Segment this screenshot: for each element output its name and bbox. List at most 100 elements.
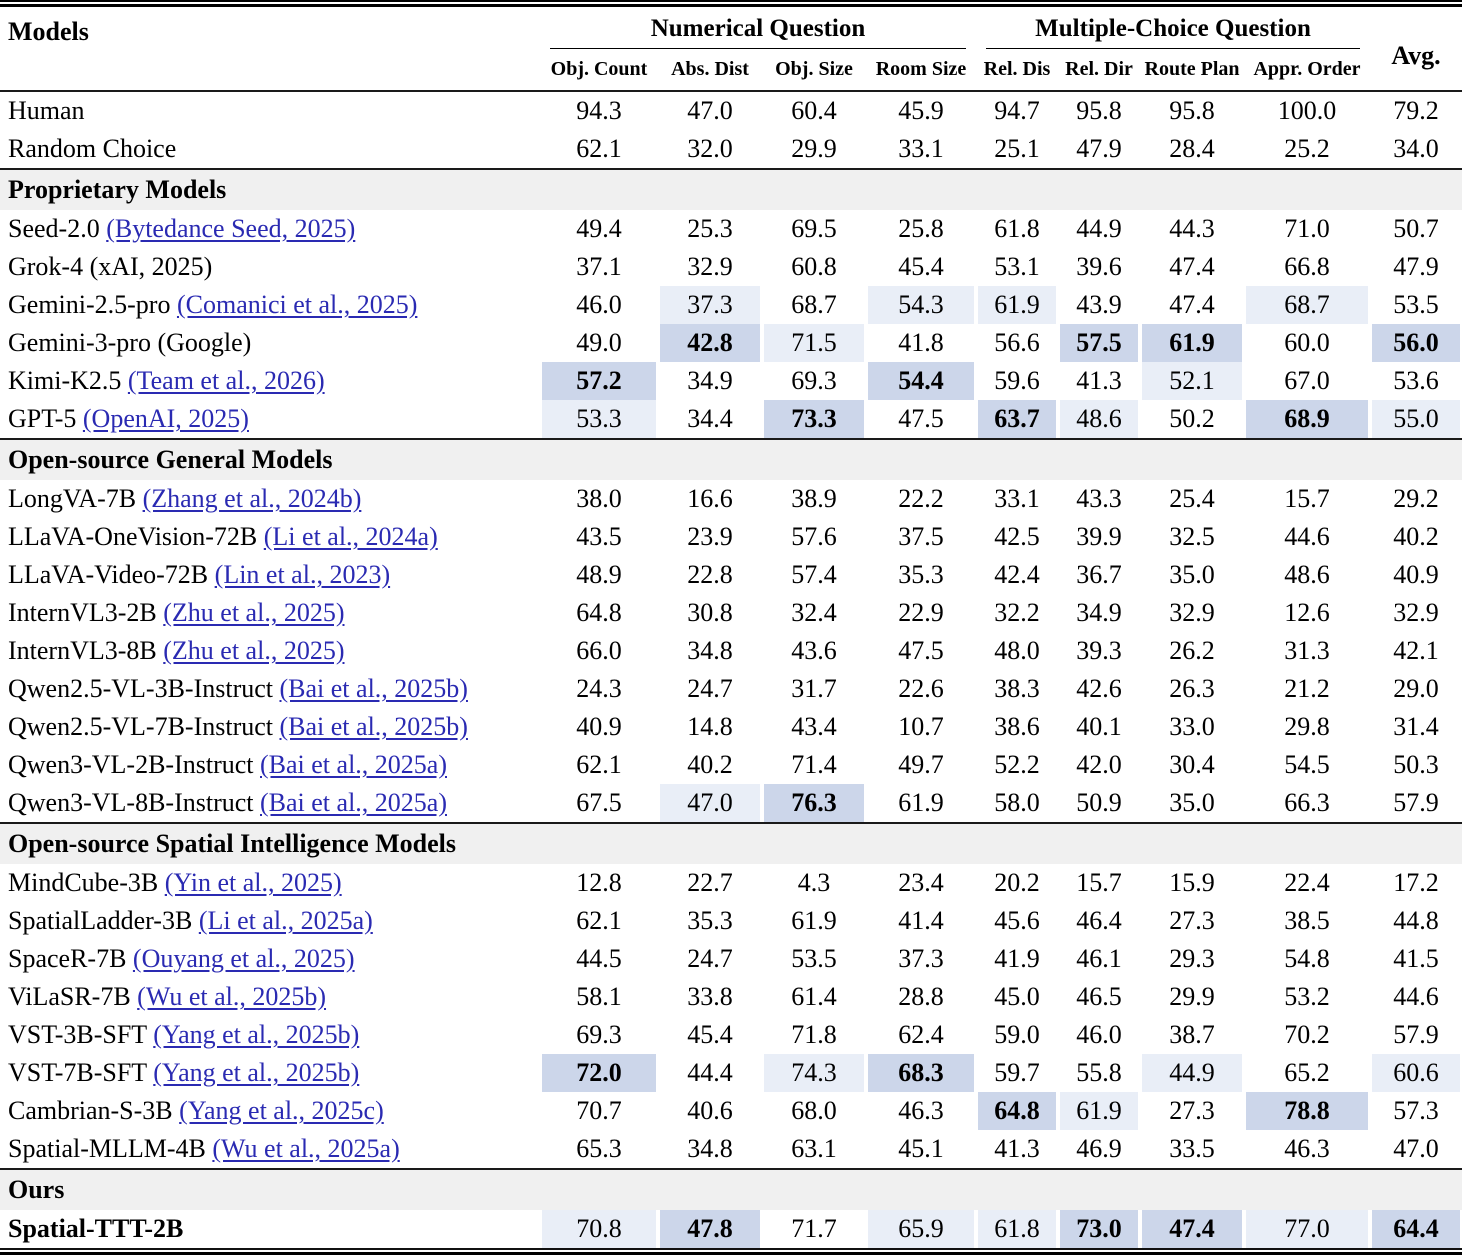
score-cell: 71.4: [791, 750, 837, 779]
score-cell: 49.7: [898, 750, 944, 779]
score-cell: 45.0: [994, 982, 1040, 1011]
score-cell: 57.3: [1393, 1096, 1439, 1125]
model-name: Cambrian-S-3B: [8, 1096, 173, 1125]
table-row: Qwen2.5-VL-3B-Instruct (Bai et al., 2025…: [0, 670, 1462, 708]
score-cell: 54.8: [1284, 944, 1330, 973]
score-cell: 44.6: [1393, 982, 1439, 1011]
score-cell: 48.0: [994, 636, 1040, 665]
citation-link[interactable]: (Lin et al., 2023): [214, 560, 391, 589]
model-cell: SpatialLadder-3B (Li et al., 2025a): [0, 902, 540, 940]
score-cell: 69.3: [791, 366, 837, 395]
score-cell: 29.3: [1169, 944, 1215, 973]
score-cell: 33.0: [1169, 712, 1215, 741]
score-cell: 62.1: [576, 134, 622, 163]
citation-link[interactable]: (Bai et al., 2025a): [260, 750, 447, 779]
score-cell: 30.4: [1169, 750, 1215, 779]
section-header-row: Ours: [0, 1168, 1462, 1210]
score-cell: 59.0: [994, 1020, 1040, 1049]
citation-link[interactable]: (Bai et al., 2025b): [279, 674, 468, 703]
citation-link[interactable]: (OpenAI, 2025): [82, 404, 249, 433]
model-name: Qwen3-VL-8B-Instruct: [8, 788, 254, 817]
score-cell: 40.9: [576, 712, 622, 741]
score-cell: 44.5: [576, 944, 622, 973]
score-cell: 43.5: [576, 522, 622, 551]
score-cell: 65.2: [1284, 1058, 1330, 1087]
score-cell: 47.4: [1169, 252, 1215, 281]
results-table: Models Numerical Question Multiple-Choic…: [0, 7, 1462, 1248]
score-cell: 40.1: [1076, 712, 1122, 741]
section-title: Open-source General Models: [0, 438, 1462, 480]
score-cell: 63.1: [791, 1134, 837, 1163]
score-cell: 71.0: [1284, 214, 1330, 243]
score-cell: 45.9: [898, 96, 944, 125]
score-cell: 57.5: [1058, 324, 1140, 362]
model-cell: Qwen3-VL-8B-Instruct (Bai et al., 2025a): [0, 784, 540, 822]
citation-link[interactable]: (Yin et al., 2025): [164, 868, 342, 897]
models-column-header: Models: [0, 7, 540, 92]
score-cell: 65.3: [576, 1134, 622, 1163]
section-header-row: Proprietary Models: [0, 168, 1462, 210]
citation-link[interactable]: (Zhang et al., 2024b): [142, 484, 362, 513]
score-cell: 25.2: [1284, 134, 1330, 163]
score-cell: 31.3: [1284, 636, 1330, 665]
model-name: Gemini-2.5-pro: [8, 290, 171, 319]
citation-link[interactable]: (Wu et al., 2025a): [212, 1134, 400, 1163]
table-row: MindCube-3B (Yin et al., 2025) 12.8 22.7 4.…: [0, 864, 1462, 902]
citation-link[interactable]: (Team et al., 2026): [127, 366, 325, 395]
score-cell: 45.1: [898, 1134, 944, 1163]
table-row: GPT-5 (OpenAI, 2025) 53.3 34.4 73.3 47.5 63.7…: [0, 400, 1462, 438]
score-cell: 48.9: [576, 560, 622, 589]
score-cell: 59.7: [994, 1058, 1040, 1087]
score-cell: 46.9: [1076, 1134, 1122, 1163]
citation-link[interactable]: (Wu et al., 2025b): [137, 982, 327, 1011]
score-cell: 39.3: [1076, 636, 1122, 665]
score-cell: 41.9: [994, 944, 1040, 973]
score-cell: 45.4: [898, 252, 944, 281]
model-cell: Qwen2.5-VL-3B-Instruct (Bai et al., 2025…: [0, 670, 540, 708]
score-cell: 24.7: [687, 674, 733, 703]
model-cell: SpaceR-7B (Ouyang et al., 2025): [0, 940, 540, 978]
model-name: LLaVA-OneVision-72B: [8, 522, 258, 551]
model-name: VST-3B-SFT: [8, 1020, 147, 1049]
citation-link[interactable]: (Zhu et al., 2025): [163, 598, 345, 627]
citation-link[interactable]: (Li et al., 2024a): [263, 522, 438, 551]
score-cell: 61.9: [898, 788, 944, 817]
score-cell: 33.1: [898, 134, 944, 163]
citation-link[interactable]: (Yang et al., 2025b): [153, 1058, 360, 1087]
citation-link[interactable]: (Bai et al., 2025a): [260, 788, 447, 817]
model-cell: GPT-5 (OpenAI, 2025): [0, 400, 540, 438]
model-cell: Human: [0, 92, 540, 130]
citation-link[interactable]: (Bai et al., 2025b): [279, 712, 468, 741]
citation-link[interactable]: (Ouyang et al., 2025): [132, 944, 355, 973]
score-cell: 32.9: [687, 252, 733, 281]
score-cell: 64.8: [976, 1092, 1058, 1130]
model-cell: Seed-2.0 (Bytedance Seed, 2025): [0, 210, 540, 248]
score-cell: 33.1: [994, 484, 1040, 513]
citation-link[interactable]: (Zhu et al., 2025): [163, 636, 345, 665]
model-name: Grok-4: [8, 252, 84, 281]
score-cell: 15.9: [1169, 868, 1215, 897]
score-cell: 22.6: [898, 674, 944, 703]
citation-link[interactable]: (Comanici et al., 2025): [176, 290, 418, 319]
score-cell: 100.0: [1277, 96, 1337, 125]
score-cell: 58.0: [994, 788, 1040, 817]
score-cell: 46.1: [1076, 944, 1122, 973]
score-cell: 68.0: [791, 1096, 837, 1125]
score-cell: 73.0: [1058, 1210, 1140, 1248]
citation-link[interactable]: (Yang et al., 2025c): [179, 1096, 384, 1125]
score-cell: 16.6: [687, 484, 733, 513]
citation-link[interactable]: (Yang et al., 2025b): [153, 1020, 360, 1049]
score-cell: 41.3: [994, 1134, 1040, 1163]
score-cell: 56.0: [1370, 324, 1462, 362]
score-cell: 42.5: [994, 522, 1040, 551]
table-row: InternVL3-2B (Zhu et al., 2025) 64.8 30.8 3…: [0, 594, 1462, 632]
score-cell: 38.3: [994, 674, 1040, 703]
score-cell: 25.4: [1169, 484, 1215, 513]
model-cell: InternVL3-8B (Zhu et al., 2025): [0, 632, 540, 670]
score-cell: 26.2: [1169, 636, 1215, 665]
score-cell: 65.9: [866, 1210, 976, 1248]
score-cell: 46.0: [1076, 1020, 1122, 1049]
citation-link[interactable]: (Li et al., 2025a): [198, 906, 373, 935]
score-cell: 17.2: [1393, 868, 1439, 897]
citation-link[interactable]: (Bytedance Seed, 2025): [106, 214, 356, 243]
